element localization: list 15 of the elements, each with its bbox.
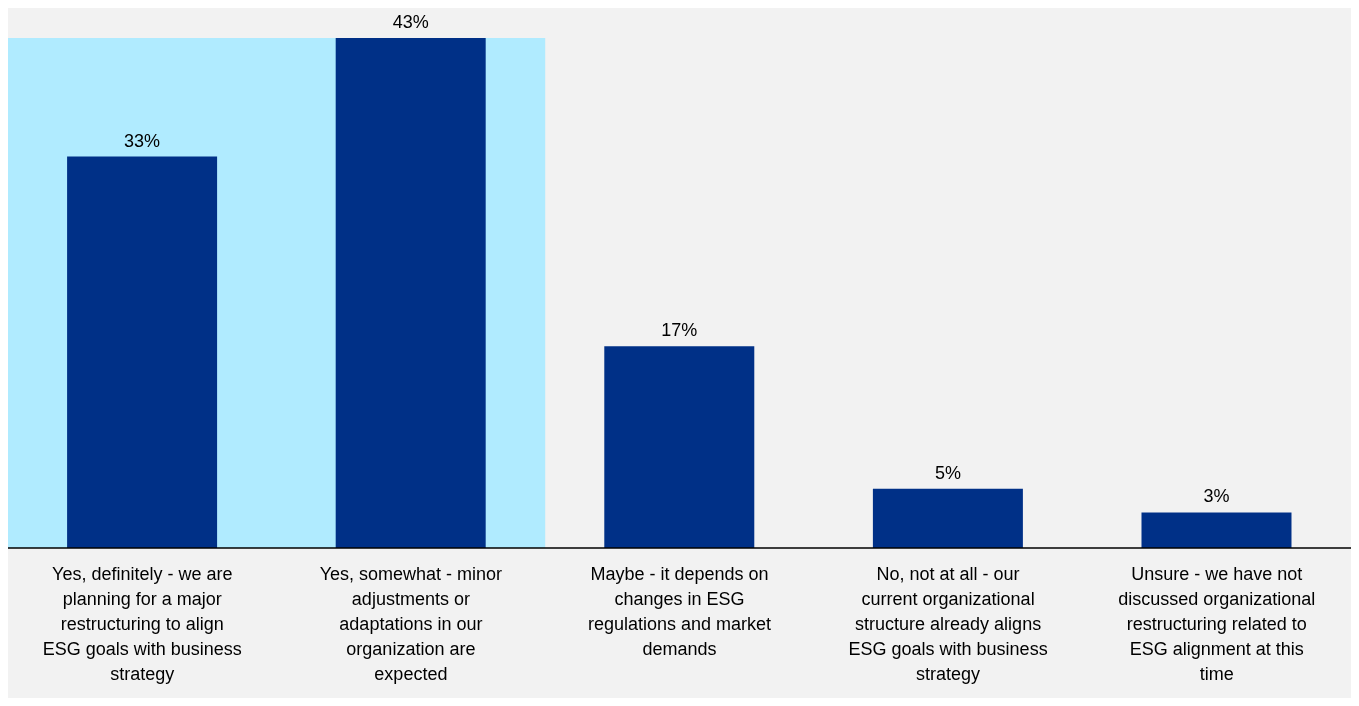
bar xyxy=(604,346,755,548)
bar xyxy=(335,38,486,548)
x-tick-label: Yes, definitely - we are planning for a major restructuring to align ESG goals with business strategy xyxy=(42,564,242,684)
data-label: 5% xyxy=(934,462,961,483)
x-tick-label: No, not at all - our current organizational structure already aligns ESG goals with business strategy xyxy=(848,564,1048,684)
x-tick-label: Yes, somewhat - minor adjustments or adaptations in our organization are expected xyxy=(319,564,503,684)
data-label: 17% xyxy=(661,320,698,341)
data-label: 3% xyxy=(1203,486,1230,507)
bar xyxy=(1141,512,1292,548)
bar xyxy=(67,156,218,548)
data-label: 33% xyxy=(124,130,161,151)
data-label: 43% xyxy=(392,12,429,32)
x-tick-label: Unsure - we have not discussed organizational restructuring related to ESG alignment at this time xyxy=(1118,564,1316,684)
bar xyxy=(872,488,1023,548)
x-tick-label: Maybe - it depends on changes in ESG regulations and market demands xyxy=(587,564,772,659)
